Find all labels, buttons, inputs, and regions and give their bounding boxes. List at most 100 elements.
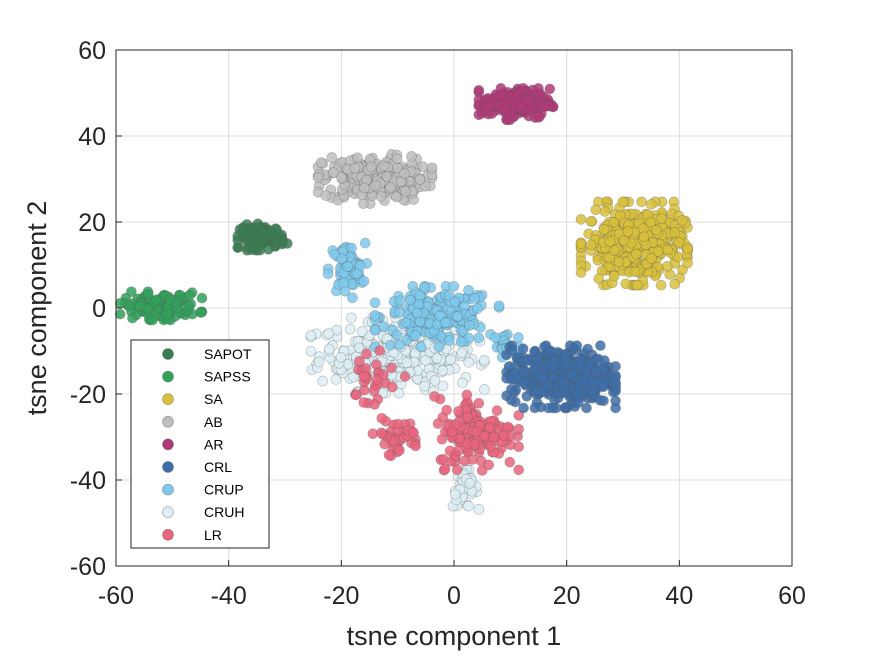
data-point	[513, 332, 524, 343]
data-point	[114, 308, 126, 320]
legend: SAPOT SAPSS SA AB AR CRL CRUP CRUH LR	[130, 339, 270, 549]
data-point	[312, 172, 324, 183]
legend-box	[130, 339, 270, 549]
data-point	[369, 324, 381, 336]
data-point	[498, 430, 510, 441]
data-point	[391, 153, 403, 164]
data-point	[469, 439, 481, 450]
data-point	[609, 377, 621, 389]
legend-marker	[162, 438, 174, 451]
data-point	[575, 238, 587, 250]
data-point	[464, 319, 475, 331]
data-point	[323, 343, 335, 355]
data-point	[317, 375, 329, 387]
data-point	[513, 409, 525, 421]
data-point	[575, 267, 587, 278]
x-axis-title: tsne component 1	[347, 621, 562, 651]
data-point	[368, 385, 380, 397]
x-tick-label: -60	[98, 582, 134, 610]
data-point	[395, 295, 406, 307]
data-point	[513, 464, 525, 476]
data-point	[358, 384, 370, 396]
data-point	[369, 310, 381, 321]
data-point	[651, 224, 662, 236]
data-point	[404, 294, 416, 306]
data-point	[676, 215, 688, 226]
data-point	[593, 273, 605, 284]
data-point	[471, 426, 483, 438]
y-tick-label: -40	[70, 467, 106, 495]
data-point	[410, 330, 421, 341]
data-point	[399, 168, 410, 179]
data-point	[348, 371, 359, 383]
data-point	[479, 354, 490, 366]
data-point	[505, 384, 517, 395]
legend-marker	[162, 415, 174, 428]
data-point	[432, 418, 444, 429]
data-point	[505, 394, 517, 406]
data-point	[559, 402, 571, 413]
data-point	[378, 321, 390, 332]
data-point	[358, 275, 370, 287]
data-point	[400, 317, 412, 328]
data-point	[345, 312, 357, 324]
data-point	[559, 353, 571, 365]
data-point	[437, 365, 449, 376]
data-point	[545, 345, 557, 357]
data-point	[328, 167, 339, 178]
data-point	[385, 181, 396, 193]
data-point	[384, 339, 396, 351]
legend-marker	[162, 348, 174, 360]
data-point	[673, 237, 685, 248]
data-point	[315, 157, 327, 168]
data-point	[473, 332, 485, 344]
data-point	[184, 289, 195, 301]
data-point	[359, 237, 371, 249]
data-point	[365, 161, 377, 173]
data-point	[464, 477, 476, 489]
data-point	[582, 343, 594, 355]
data-point	[448, 280, 460, 292]
data-point	[652, 246, 664, 257]
data-point	[419, 282, 430, 293]
y-tick-label: 20	[78, 209, 106, 237]
data-point	[529, 346, 540, 358]
data-point	[661, 261, 673, 272]
data-point	[375, 190, 387, 202]
data-point	[429, 375, 441, 386]
data-point	[645, 199, 657, 210]
data-point	[483, 459, 495, 471]
data-point	[488, 431, 500, 443]
data-point	[381, 171, 393, 182]
data-point	[629, 266, 641, 277]
data-point	[504, 456, 516, 468]
data-point	[237, 225, 249, 237]
data-point	[521, 390, 533, 402]
data-point	[371, 374, 383, 385]
data-point	[342, 261, 353, 272]
data-point	[394, 307, 405, 318]
data-point	[127, 312, 138, 324]
data-point	[630, 248, 642, 260]
data-point	[530, 385, 542, 397]
data-point	[417, 161, 429, 172]
data-point	[506, 373, 517, 385]
data-point	[369, 297, 381, 309]
data-point	[443, 290, 455, 302]
data-point	[407, 280, 419, 292]
data-point	[469, 293, 481, 304]
x-tick-label: 20	[553, 582, 581, 610]
data-point	[114, 297, 126, 309]
data-point	[522, 355, 534, 367]
data-point	[449, 296, 461, 308]
data-point	[682, 257, 693, 269]
data-point	[426, 162, 438, 174]
data-point	[518, 402, 529, 414]
legend-label: SAPOT	[204, 346, 252, 362]
data-point	[354, 355, 365, 367]
data-point	[164, 294, 176, 305]
data-point	[330, 374, 342, 385]
y-tick-label: -60	[70, 553, 106, 581]
data-point	[463, 500, 474, 512]
data-point	[638, 231, 650, 243]
